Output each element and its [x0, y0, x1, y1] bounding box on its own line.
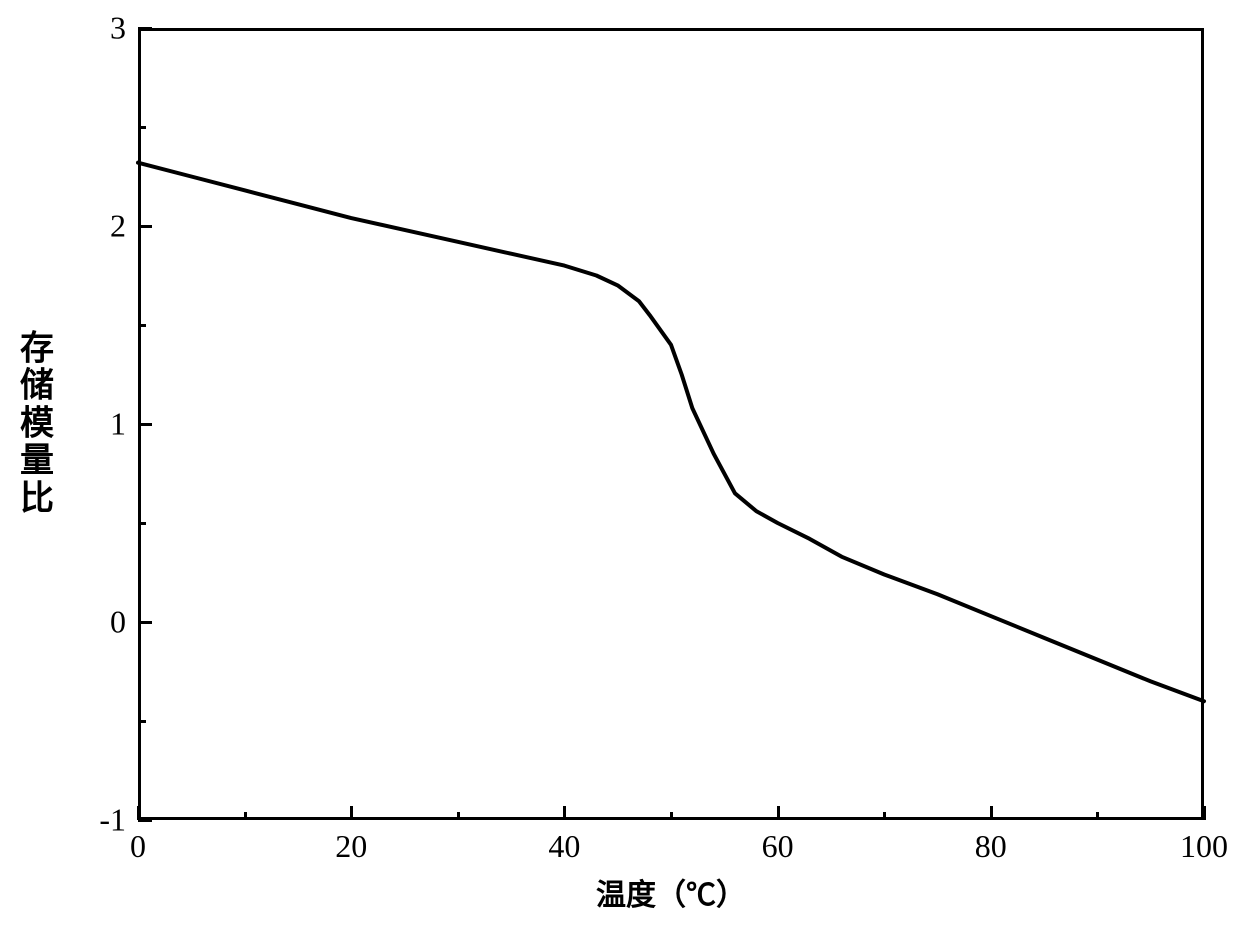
x-tick-major	[1203, 806, 1206, 820]
y-tick-major	[138, 621, 152, 624]
y-tick-major	[138, 27, 152, 30]
y-tick-label: 1	[110, 406, 126, 443]
y-tick-minor	[138, 720, 146, 723]
x-tick-minor	[457, 812, 460, 820]
x-tick-label: 100	[1180, 828, 1228, 865]
x-tick-major	[350, 806, 353, 820]
x-tick-minor	[670, 812, 673, 820]
x-tick-label: 0	[130, 828, 146, 865]
y-tick-minor	[138, 324, 146, 327]
x-tick-major	[137, 806, 140, 820]
y-tick-label: 2	[110, 208, 126, 245]
y-tick-major	[138, 423, 152, 426]
x-tick-major	[990, 806, 993, 820]
x-tick-minor	[1096, 812, 1099, 820]
y-tick-label: 0	[110, 604, 126, 641]
x-tick-label: 80	[975, 828, 1007, 865]
y-tick-minor	[138, 126, 146, 129]
y-tick-label: 3	[110, 10, 126, 47]
x-tick-label: 40	[548, 828, 580, 865]
series-line	[138, 163, 1204, 702]
x-tick-minor	[244, 812, 247, 820]
x-tick-label: 20	[335, 828, 367, 865]
y-tick-major	[138, 225, 152, 228]
y-tick-label: -1	[99, 802, 126, 839]
y-tick-major	[138, 819, 152, 822]
x-tick-major	[563, 806, 566, 820]
line-series	[0, 0, 1240, 938]
x-tick-minor	[883, 812, 886, 820]
x-tick-major	[777, 806, 780, 820]
x-tick-label: 60	[762, 828, 794, 865]
y-tick-minor	[138, 522, 146, 525]
figure: 存储模量比 温度（℃） 020406080100-10123	[0, 0, 1240, 938]
